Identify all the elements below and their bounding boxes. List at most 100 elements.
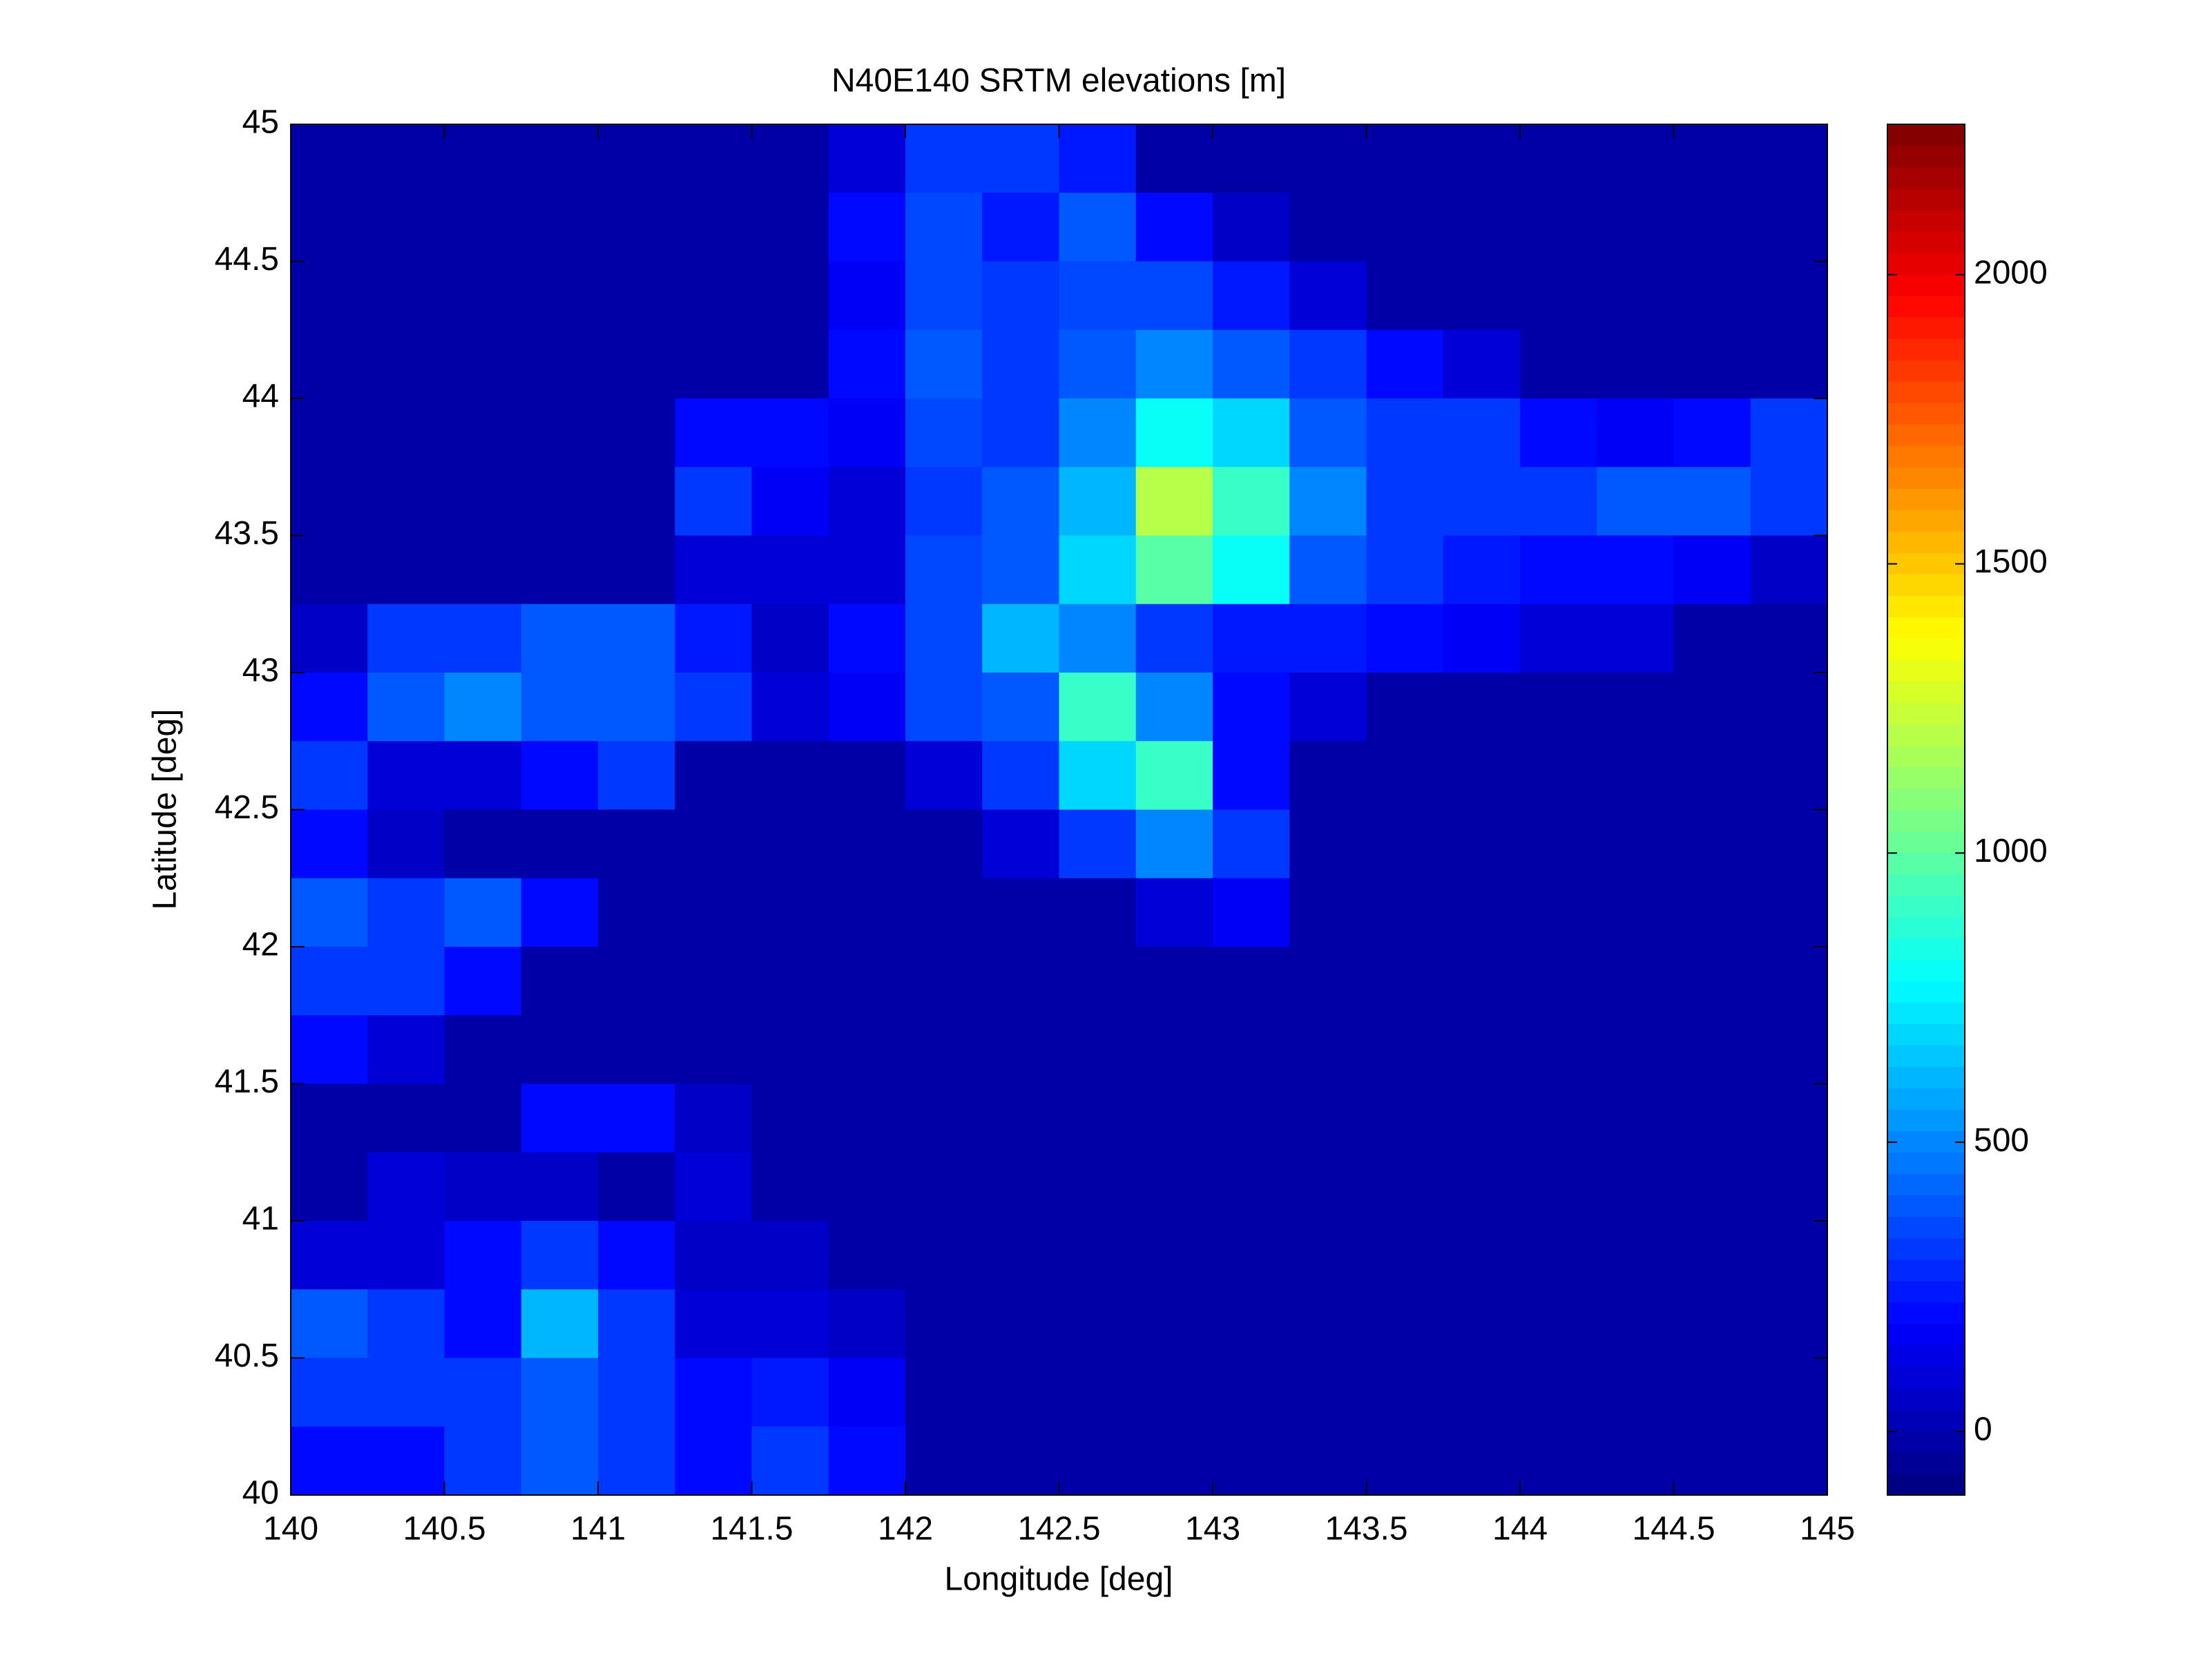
cell — [1213, 261, 1290, 331]
colorbar-segment — [1887, 317, 1965, 339]
cell — [521, 604, 599, 673]
cell — [828, 1289, 906, 1358]
cell — [1750, 673, 1828, 742]
colorbar-segment — [1887, 338, 1965, 360]
cell — [1520, 193, 1597, 262]
cell — [1289, 124, 1367, 193]
cell — [1059, 1289, 1137, 1358]
y-tick-label: 42 — [242, 927, 279, 963]
cell — [291, 329, 368, 399]
cell — [905, 1152, 983, 1222]
cell — [982, 947, 1059, 1016]
colorbar-segment — [1887, 1023, 1965, 1046]
colorbar-segment — [1887, 1387, 1965, 1410]
cell — [1289, 673, 1367, 742]
cell — [444, 878, 522, 947]
colorbar-segment — [1887, 1109, 1965, 1132]
cell — [1750, 1152, 1828, 1222]
colorbar-segment — [1887, 767, 1965, 789]
cell — [1520, 1289, 1597, 1358]
cell — [1443, 673, 1521, 742]
cell — [521, 193, 599, 262]
cell — [751, 741, 829, 810]
cell — [982, 193, 1059, 262]
colorbar-segment — [1887, 531, 1965, 553]
cell — [1289, 878, 1367, 947]
cell — [1673, 1221, 1751, 1290]
cell — [905, 261, 983, 331]
cell — [1289, 947, 1367, 1016]
cell — [1673, 124, 1751, 193]
colorbar-segment — [1887, 831, 1965, 854]
x-tick-label: 142 — [878, 1511, 933, 1548]
cell — [751, 673, 829, 742]
cell — [1289, 261, 1367, 331]
cell — [828, 1152, 906, 1222]
cell — [905, 741, 983, 810]
cell — [905, 604, 983, 673]
cell — [675, 1015, 752, 1084]
cell — [444, 535, 522, 605]
y-tick-label: 40.5 — [215, 1338, 279, 1374]
cell — [982, 809, 1059, 879]
colorbar-tick-label: 1500 — [1974, 543, 2048, 580]
cell — [982, 329, 1059, 399]
colorbar-segment — [1887, 617, 1965, 639]
cell — [1059, 741, 1137, 810]
cell — [1750, 741, 1828, 810]
cell — [598, 124, 675, 193]
cell — [751, 809, 829, 879]
cell — [1135, 809, 1213, 879]
cell — [1597, 398, 1674, 467]
cell — [1443, 329, 1521, 399]
cell — [982, 741, 1059, 810]
cell — [521, 809, 599, 879]
cell — [1520, 535, 1597, 605]
cell — [982, 1015, 1059, 1084]
cell — [905, 1221, 983, 1290]
cell — [675, 398, 752, 467]
cell — [1135, 1015, 1213, 1084]
cell — [1213, 467, 1290, 536]
cell — [521, 741, 599, 810]
cell — [1597, 329, 1674, 399]
cell — [1289, 398, 1367, 467]
cell — [1443, 947, 1521, 1016]
colorbar-segment — [1887, 424, 1965, 446]
colorbar-tick-label: 2000 — [1974, 254, 2048, 291]
colorbar-segment — [1887, 1430, 1965, 1453]
cell — [367, 329, 445, 399]
cell — [675, 1083, 752, 1153]
cell — [1289, 467, 1367, 536]
colorbar-segment — [1887, 445, 1965, 467]
cell — [982, 535, 1059, 605]
cell — [751, 124, 829, 193]
cell — [291, 741, 368, 810]
cell — [675, 1221, 752, 1290]
cell — [1520, 467, 1597, 536]
cell — [1673, 193, 1751, 262]
cell — [1213, 1015, 1290, 1084]
cell — [751, 535, 829, 605]
cell — [1366, 673, 1444, 742]
cell — [1750, 467, 1828, 536]
colorbar-segment — [1887, 381, 1965, 403]
colorbar-segment — [1887, 788, 1965, 810]
cell — [751, 604, 829, 673]
cell — [1750, 809, 1828, 879]
cell — [367, 535, 445, 605]
cell — [1750, 1426, 1828, 1496]
cell — [1289, 604, 1367, 673]
cell — [1289, 809, 1367, 879]
cell — [1135, 193, 1213, 262]
cell — [1443, 535, 1521, 605]
cell — [1597, 467, 1674, 536]
cell — [598, 878, 675, 947]
cell — [828, 1083, 906, 1153]
cell — [1289, 1289, 1367, 1358]
colorbar-segment — [1887, 1473, 1965, 1496]
chart-title: N40E140 SRTM elevations [m] — [831, 63, 1286, 99]
cell — [367, 193, 445, 262]
cell — [1750, 193, 1828, 262]
colorbar-segment — [1887, 595, 1965, 617]
